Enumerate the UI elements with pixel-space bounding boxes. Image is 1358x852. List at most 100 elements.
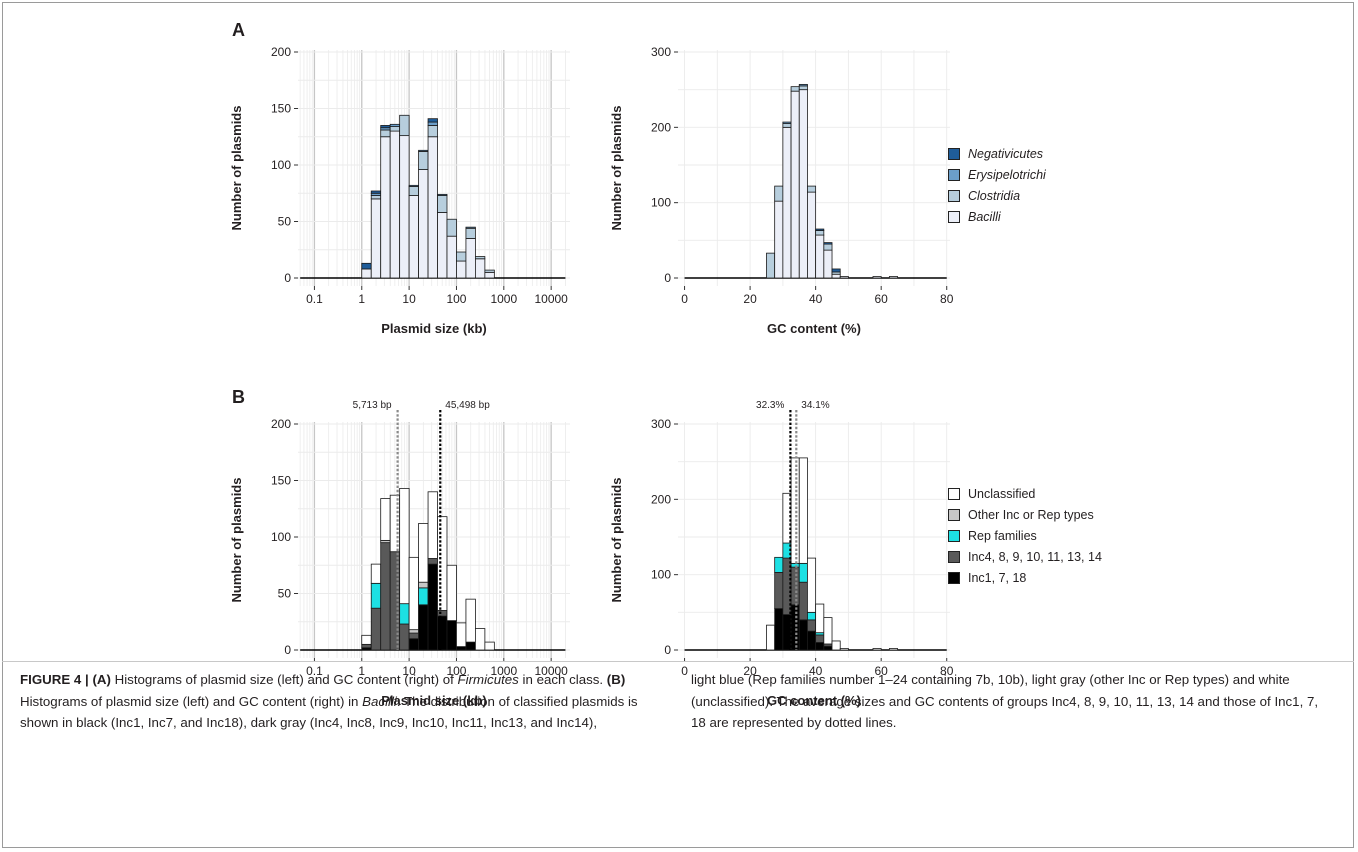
x-tick-label: 80 (940, 664, 954, 678)
x-tick-label: 20 (743, 664, 757, 678)
legend-a-entry: Negativicutes (948, 143, 1046, 164)
bar-segment (823, 617, 833, 645)
bar-segment (823, 243, 833, 251)
bar-segment (807, 557, 817, 613)
bar-segment (807, 630, 817, 651)
y-tick-label: 200 (271, 417, 291, 431)
bar-segment (815, 634, 825, 643)
legend-b-label: Other Inc or Rep types (968, 507, 1094, 522)
bar-segment (427, 125, 438, 138)
bar-segment (888, 276, 898, 279)
bar-segment (872, 276, 882, 279)
bar-segment (380, 542, 391, 651)
legend-b-swatch (948, 487, 960, 500)
bar-segment (427, 136, 438, 279)
bar-segment (418, 581, 429, 589)
bar-segment (456, 646, 467, 651)
bar-segment (766, 624, 776, 651)
bar-segment (831, 273, 841, 279)
x-tick-label: 10 (402, 664, 416, 678)
legend-b-entry: Unclassified (948, 483, 1102, 504)
bar-segment (807, 619, 817, 632)
legend-a-swatch (948, 210, 960, 223)
bar-segment (798, 457, 808, 564)
y-tick-label: 300 (651, 45, 671, 59)
caption-divider (2, 661, 1354, 662)
x-tick-label: 60 (875, 664, 889, 678)
legend-a-entry: Erysipelotrichi (948, 164, 1046, 185)
x-tick-label: 0 (681, 664, 688, 678)
y-tick-label: 200 (651, 492, 671, 506)
bar-segment (782, 121, 792, 124)
bar-segment (370, 582, 382, 609)
bar-segment (839, 648, 849, 651)
bar-segment (399, 488, 410, 605)
bar-segment (807, 185, 817, 193)
y-axis-title: Number of plasmids (229, 106, 244, 231)
bar-segment (475, 256, 486, 260)
bar-segment (418, 523, 429, 583)
x-tick-label: 10000 (534, 664, 568, 678)
bar-segment (475, 628, 486, 651)
bar-segment (465, 227, 476, 239)
caption-right-text: light blue (Rep families number 1–24 con… (691, 672, 1319, 730)
y-tick-label: 0 (284, 271, 291, 285)
y-tick-label: 100 (651, 568, 671, 582)
bar-segment (766, 252, 776, 279)
bar-segment (437, 610, 448, 617)
bar-segment (782, 614, 792, 651)
caption-right: light blue (Rep families number 1–24 con… (691, 669, 1319, 734)
x-tick-label: 1 (358, 664, 365, 678)
bar-segment (427, 491, 438, 559)
chart-b-plasmid-size: 5,713 bp 45,498 bp 0 50 100 150 200 0.1 1 10 100 10… (229, 400, 570, 708)
legend-a-label: Negativicutes (968, 146, 1044, 161)
bar-segment (484, 269, 495, 273)
bar-segment (798, 85, 808, 91)
bar-segment (815, 642, 825, 651)
legend-b-entry: Inc4, 8, 9, 10, 11, 13, 14 (948, 546, 1102, 567)
bar-segment (484, 641, 495, 651)
x-tick-label: 40 (809, 292, 823, 306)
y-tick-label: 150 (271, 102, 291, 116)
bar-segment (872, 648, 882, 651)
bar-segment (370, 563, 382, 584)
x-tick-label: 1000 (490, 292, 517, 306)
bar-segment (465, 226, 476, 229)
bar-segment (798, 562, 808, 583)
caption-firmicutes: Firmicutes (457, 672, 519, 687)
bar-segment (815, 228, 825, 231)
bar-segment (418, 169, 429, 279)
legend-a-swatch (948, 147, 960, 160)
x-tick-label: 100 (446, 664, 466, 678)
chart-a-plasmid-size: 0 50 100 150 200 0.1 1 10 100 1000 10000 Plasmid si… (229, 45, 570, 336)
y-tick-label: 200 (271, 45, 291, 59)
bar-segment (418, 604, 429, 651)
bar-segment (456, 260, 467, 279)
bar-segment (815, 230, 825, 236)
bar-segment (380, 129, 391, 138)
bar-segment (399, 603, 410, 625)
mean-label: 5,713 bp (353, 400, 392, 411)
y-tick-label: 200 (651, 120, 671, 134)
bar-segment (399, 135, 410, 279)
legend-a-label: Bacilli (968, 209, 1001, 224)
bar-segment (831, 640, 841, 651)
legend-b-swatch (948, 571, 960, 584)
x-tick-label: 80 (940, 292, 954, 306)
x-tick-label: 20 (743, 292, 757, 306)
bar-segment (774, 200, 784, 279)
bar-segment (437, 516, 448, 611)
bar-segment (774, 608, 784, 651)
x-axis-title: Plasmid size (kb) (381, 693, 486, 708)
bar-segment (798, 581, 808, 621)
bar-segment (399, 623, 410, 651)
bar-segment (782, 126, 792, 279)
y-tick-label: 50 (278, 215, 292, 229)
bar-segment (437, 195, 448, 213)
bar-segment (418, 151, 429, 170)
legend-b-swatch (948, 550, 960, 563)
bar-segment (370, 198, 382, 279)
y-tick-label: 0 (664, 271, 671, 285)
legend-b-label: Inc1, 7, 18 (968, 570, 1027, 585)
x-axis-title: GC content (%) (767, 321, 861, 336)
